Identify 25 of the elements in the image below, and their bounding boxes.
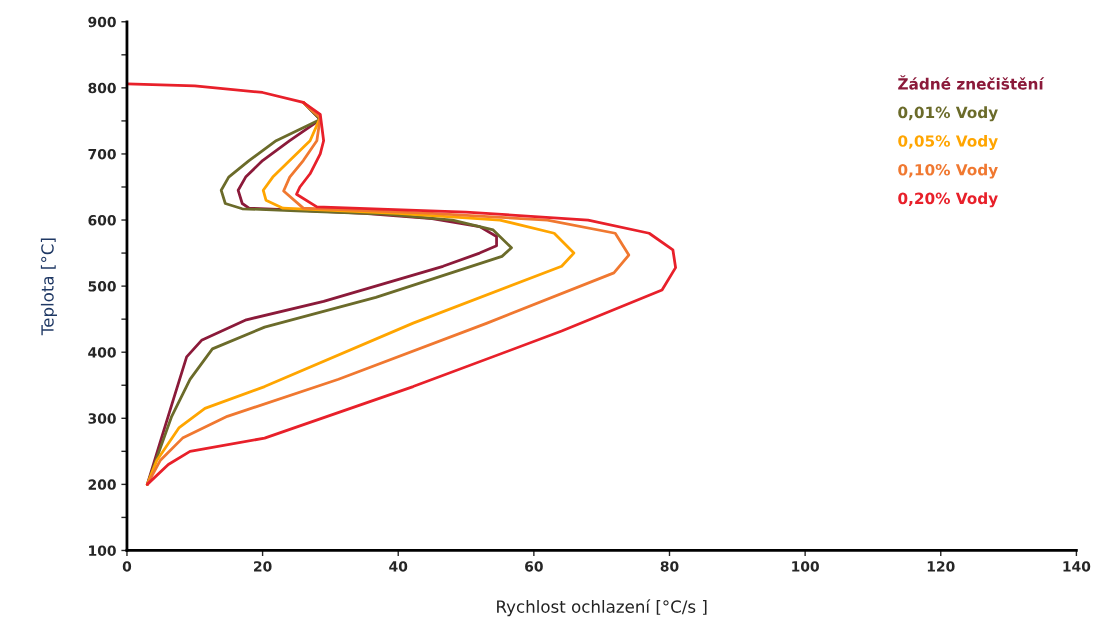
x-tick-label: 20 <box>254 561 272 572</box>
text: 0,05% Vody <box>898 135 998 150</box>
x-tick-label: 40 <box>389 561 408 572</box>
x-axis-title: Rychlost ochlazení [°C/s ] <box>497 599 707 617</box>
x-tick-label: 140 <box>1063 561 1091 572</box>
x-tick-label: 80 <box>660 561 679 572</box>
line-series <box>126 82 677 486</box>
y-tick-label: 400 <box>88 347 116 358</box>
x-tick-label: 100 <box>792 561 819 572</box>
y-tick-label: 900 <box>88 16 116 28</box>
x-tick-label: 120 <box>927 561 955 572</box>
y-tick-label: 500 <box>88 281 116 292</box>
y-tick-label: 800 <box>88 82 116 94</box>
y-tick-label: 200 <box>88 479 116 490</box>
y-tick-label: 700 <box>88 148 116 160</box>
y-tick-label: 600 <box>88 215 116 226</box>
text: Žádné znečištění <box>898 75 1045 90</box>
text: 0,20% Vody <box>898 192 998 208</box>
x-tick-label: 60 <box>525 561 543 572</box>
y-tick-label: 100 <box>89 545 116 556</box>
y-tick-label: 300 <box>88 413 116 424</box>
text: 0,10% Vody <box>898 163 998 179</box>
x-tick-label: 0 <box>122 561 132 572</box>
text: 0,01% Vody <box>898 106 998 122</box>
y-axis-title: Teplota [°C] <box>40 238 57 336</box>
